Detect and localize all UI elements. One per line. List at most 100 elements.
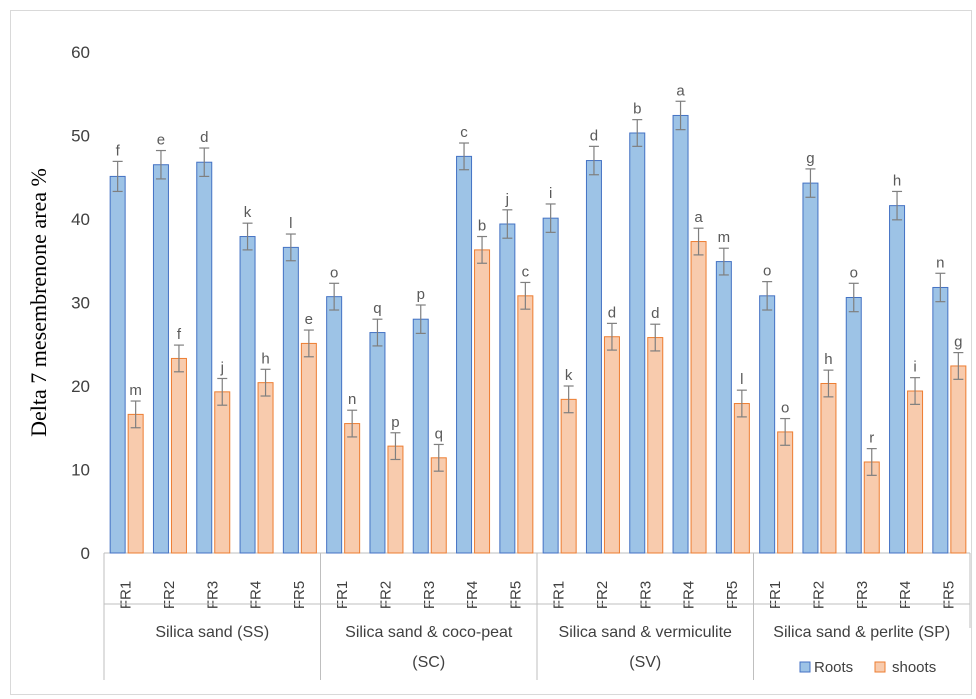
root-significance-letter: a (676, 82, 685, 99)
root-significance-letter: h (893, 172, 901, 189)
root-bar (542, 217, 559, 554)
x-tick-label: FR5 (507, 581, 524, 609)
x-tick-label: FR5 (291, 581, 308, 609)
legend-swatch-shoots (874, 661, 886, 673)
legend-label-roots: Roots (814, 659, 853, 676)
y-tick-label: 0 (81, 544, 90, 563)
root-significance-letter: o (763, 263, 771, 280)
root-bar (196, 161, 213, 554)
shoot-bar (517, 295, 534, 554)
x-tick-label: FR1 (551, 581, 568, 609)
shoot-significance-letter: k (565, 367, 573, 384)
root-bar (239, 236, 256, 554)
shoot-significance-letter: p (391, 414, 399, 431)
x-tick-label: FR4 (681, 581, 698, 609)
x-tick-label: FR2 (161, 581, 178, 609)
shoot-bar (474, 249, 491, 554)
root-significance-letter: d (200, 129, 208, 146)
shoot-significance-letter: e (305, 311, 313, 328)
shoot-significance-letter: l (740, 371, 743, 388)
root-significance-letter: p (417, 286, 425, 303)
shoot-bar (257, 382, 274, 554)
root-significance-letter: i (549, 185, 552, 202)
shoot-significance-letter: d (608, 304, 616, 321)
shoot-bar (820, 382, 837, 554)
shoot-bar (300, 342, 317, 554)
shoot-significance-letter: q (435, 425, 443, 442)
x-tick-label: FR1 (767, 581, 784, 609)
group-label: Silica sand & coco-peat (345, 624, 513, 641)
x-tick-label: FR1 (334, 581, 351, 609)
x-tick-label: FR5 (940, 581, 957, 609)
x-tick-label: FR4 (248, 581, 265, 609)
shoot-bar (907, 390, 924, 554)
root-significance-letter: d (590, 127, 598, 144)
root-bar (845, 296, 862, 554)
root-bar (932, 286, 949, 554)
x-tick-label: FR1 (118, 581, 135, 609)
root-significance-letter: e (157, 132, 165, 149)
shoot-bar (214, 391, 231, 554)
x-tick-label: FR3 (204, 581, 221, 609)
root-bar (152, 164, 169, 554)
root-bar (759, 295, 776, 554)
x-tick-label: FR2 (377, 581, 394, 609)
shoot-bar (777, 431, 794, 554)
group-label: Silica sand & perlite (SP) (773, 624, 950, 641)
x-tick-label: FR5 (724, 581, 741, 609)
shoot-bar (170, 357, 187, 554)
root-bar (326, 296, 343, 554)
x-tick-label: FR3 (421, 581, 438, 609)
shoot-bar (690, 241, 707, 554)
root-significance-letter: m (718, 229, 731, 246)
shoot-significance-letter: o (781, 400, 789, 417)
x-tick-label: FR2 (810, 581, 827, 609)
root-bar (499, 223, 516, 554)
y-axis-label: Delta 7 mesembrenone area % (26, 168, 51, 437)
x-tick-label: FR3 (637, 581, 654, 609)
root-significance-letter: l (289, 215, 292, 232)
x-tick-label: FR3 (854, 581, 871, 609)
root-bar (802, 182, 819, 554)
root-bar (412, 318, 429, 554)
y-tick-label: 50 (71, 127, 90, 146)
group-label: Silica sand & vermiculite (559, 624, 733, 641)
root-bar (369, 332, 386, 554)
shoot-bar (344, 423, 361, 554)
legend-label-shoots: shoots (892, 659, 936, 676)
shoot-significance-letter: c (522, 263, 530, 280)
root-bar (629, 132, 646, 554)
legend-swatch-roots (799, 661, 811, 673)
x-tick-label: FR4 (464, 581, 481, 609)
root-bar (889, 205, 906, 554)
shoot-significance-letter: j (220, 359, 224, 376)
group-label-line2: (SC) (412, 654, 445, 671)
y-tick-label: 40 (71, 210, 90, 229)
y-tick-label: 60 (71, 43, 90, 62)
shoot-bar (430, 457, 447, 554)
y-tick-label: 10 (71, 461, 90, 480)
shoot-significance-letter: i (913, 359, 916, 376)
root-bar (109, 175, 126, 554)
shoot-bar (560, 398, 577, 554)
root-bar (715, 261, 732, 554)
shoot-significance-letter: m (129, 382, 142, 399)
y-tick-label: 20 (71, 377, 90, 396)
root-bar (672, 114, 689, 554)
y-tick-label: 30 (71, 294, 90, 313)
shoot-bar (603, 336, 620, 554)
shoot-significance-letter: a (694, 209, 703, 226)
shoot-bar (733, 403, 750, 554)
shoot-significance-letter: r (869, 430, 874, 447)
shoot-bar (647, 337, 664, 554)
shoot-significance-letter: b (478, 218, 486, 235)
root-significance-letter: o (330, 264, 338, 281)
shoot-significance-letter: f (177, 326, 182, 343)
shoot-bar (387, 445, 404, 554)
shoot-significance-letter: d (651, 305, 659, 322)
root-bar (585, 160, 602, 554)
root-significance-letter: g (806, 150, 814, 167)
group-label-line2: (SV) (629, 654, 661, 671)
root-significance-letter: j (505, 191, 509, 208)
root-significance-letter: o (850, 264, 858, 281)
